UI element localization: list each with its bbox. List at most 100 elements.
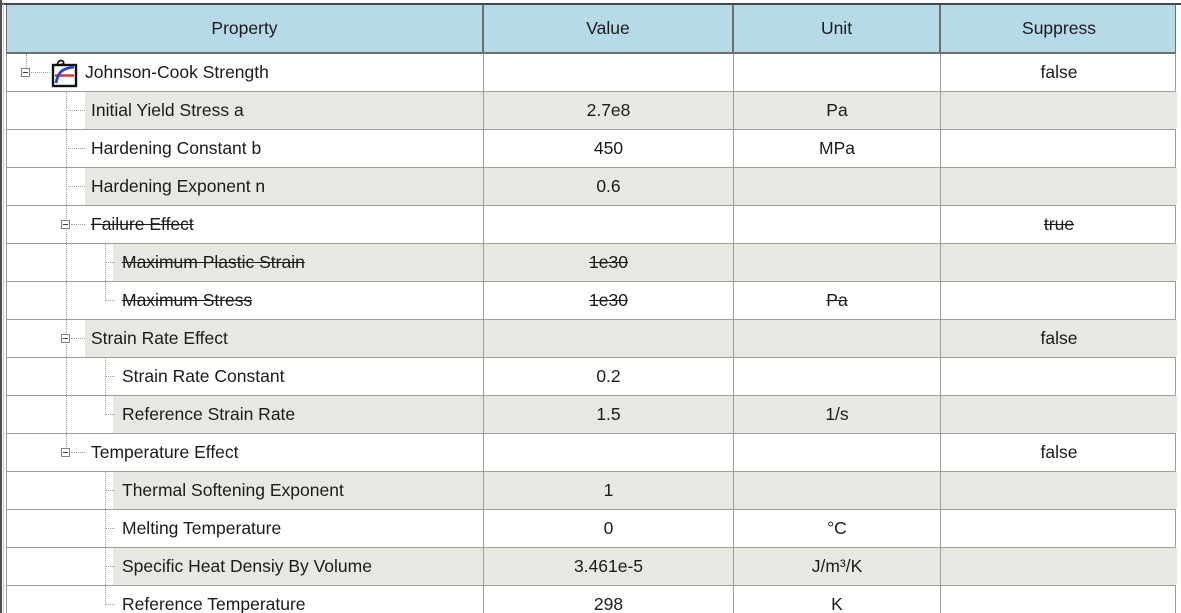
- suppress-cell[interactable]: [941, 510, 1177, 547]
- value-column-header: Value: [484, 5, 734, 52]
- unit-cell[interactable]: [734, 206, 941, 243]
- unit-cell[interactable]: [734, 320, 941, 357]
- suppress-cell[interactable]: false: [941, 54, 1177, 91]
- value-cell[interactable]: 1e30: [484, 244, 734, 281]
- table-row[interactable]: Strain Rate Effect false: [6, 320, 1177, 358]
- property-cell[interactable]: Temperature Effect: [7, 434, 484, 471]
- property-label: Maximum Stress: [122, 290, 253, 310]
- table-row[interactable]: Johnson-Cook Strength false: [6, 54, 1176, 92]
- suppress-cell[interactable]: [941, 92, 1177, 129]
- unit-cell[interactable]: Pa: [734, 282, 941, 319]
- row-shading: [734, 548, 940, 585]
- property-cell[interactable]: Hardening Exponent n: [7, 168, 484, 205]
- unit-cell[interactable]: [734, 244, 941, 281]
- property-label: Temperature Effect: [91, 442, 239, 462]
- suppress-cell[interactable]: [941, 244, 1177, 281]
- unit-cell[interactable]: Pa: [734, 92, 941, 129]
- property-cell[interactable]: Initial Yield Stress a: [7, 92, 484, 129]
- tree-line: [105, 396, 106, 415]
- unit-cell[interactable]: [734, 168, 941, 205]
- suppress-cell[interactable]: false: [941, 434, 1177, 471]
- property-cell[interactable]: Maximum Plastic Strain: [7, 244, 484, 281]
- unit-cell[interactable]: [734, 358, 941, 395]
- value-cell[interactable]: 450: [484, 130, 734, 167]
- table-row[interactable]: Reference Temperature 298 K: [6, 586, 1176, 613]
- property-cell[interactable]: Hardening Constant b: [7, 130, 484, 167]
- table-row[interactable]: Melting Temperature 0 °C: [6, 510, 1176, 548]
- tree-expander[interactable]: [21, 68, 30, 77]
- property-cell[interactable]: Specific Heat Densiy By Volume: [7, 548, 484, 585]
- table-row[interactable]: Strain Rate Constant 0.2: [6, 358, 1176, 396]
- value-cell[interactable]: [484, 206, 734, 243]
- unit-cell[interactable]: °C: [734, 510, 941, 547]
- suppress-cell[interactable]: [941, 548, 1177, 585]
- suppress-cell[interactable]: [941, 472, 1177, 509]
- table-row[interactable]: Reference Strain Rate 1.5 1/s: [6, 396, 1177, 434]
- unit-cell[interactable]: [734, 434, 941, 471]
- row-shading: [113, 548, 483, 585]
- property-cell[interactable]: Johnson-Cook Strength: [7, 54, 484, 91]
- value-cell[interactable]: 298: [484, 586, 734, 613]
- unit-cell[interactable]: J/m³/K: [734, 548, 941, 585]
- table-row[interactable]: Maximum Plastic Strain 1e30: [6, 244, 1177, 282]
- value-cell[interactable]: 0: [484, 510, 734, 547]
- property-cell[interactable]: Reference Strain Rate: [7, 396, 484, 433]
- table-row[interactable]: Failure Effect true: [6, 206, 1176, 244]
- value-cell[interactable]: 0.6: [484, 168, 734, 205]
- unit-cell[interactable]: K: [734, 586, 941, 613]
- property-cell[interactable]: Reference Temperature: [7, 586, 484, 613]
- unit-cell[interactable]: [734, 54, 941, 91]
- suppress-cell[interactable]: false: [941, 320, 1177, 357]
- value-cell[interactable]: 1.5: [484, 396, 734, 433]
- value-cell[interactable]: 3.461e-5: [484, 548, 734, 585]
- value-cell[interactable]: 1e30: [484, 282, 734, 319]
- table-row[interactable]: Maximum Stress 1e30 Pa: [6, 282, 1176, 320]
- table-row[interactable]: Initial Yield Stress a 2.7e8 Pa: [6, 92, 1177, 130]
- unit-cell-text: °C: [827, 518, 847, 538]
- row-shading: [113, 396, 483, 433]
- tree-expander[interactable]: [61, 334, 70, 343]
- unit-cell[interactable]: MPa: [734, 130, 941, 167]
- value-cell[interactable]: [484, 434, 734, 471]
- suppress-cell[interactable]: [941, 586, 1177, 613]
- table-row[interactable]: Hardening Constant b 450 MPa: [6, 130, 1176, 168]
- suppress-cell-text: false: [1040, 328, 1078, 348]
- value-cell-text: 298: [593, 594, 624, 613]
- suppress-cell[interactable]: [941, 130, 1177, 167]
- table-row[interactable]: Temperature Effect false: [6, 434, 1176, 472]
- value-cell[interactable]: 0.2: [484, 358, 734, 395]
- tree-line: [105, 262, 115, 263]
- pane-top-border: [0, 0, 1181, 5]
- suppress-cell[interactable]: [941, 282, 1177, 319]
- property-cell[interactable]: Melting Temperature: [7, 510, 484, 547]
- value-cell[interactable]: 2.7e8: [484, 92, 734, 129]
- unit-cell[interactable]: 1/s: [734, 396, 941, 433]
- value-cell[interactable]: [484, 54, 734, 91]
- property-label: Johnson-Cook Strength: [85, 62, 269, 82]
- property-label: Initial Yield Stress a: [91, 100, 244, 120]
- suppress-cell[interactable]: [941, 168, 1177, 205]
- value-cell-text: 0: [603, 518, 614, 538]
- value-cell-text: 1e30: [589, 252, 628, 272]
- value-cell[interactable]: [484, 320, 734, 357]
- property-cell[interactable]: Strain Rate Effect: [7, 320, 484, 357]
- row-shading: [734, 396, 940, 433]
- table-row[interactable]: Hardening Exponent n 0.6: [6, 168, 1177, 206]
- property-label: Hardening Exponent n: [91, 176, 266, 196]
- table-row[interactable]: Specific Heat Densiy By Volume 3.461e-5 J/…: [6, 548, 1177, 586]
- suppress-cell[interactable]: [941, 396, 1177, 433]
- unit-cell-text: MPa: [819, 138, 855, 158]
- property-cell[interactable]: Maximum Stress: [7, 282, 484, 319]
- unit-cell-text: Pa: [826, 290, 848, 310]
- table-row[interactable]: Thermal Softening Exponent 1: [6, 472, 1177, 510]
- value-cell[interactable]: 1: [484, 472, 734, 509]
- property-cell[interactable]: Thermal Softening Exponent: [7, 472, 484, 509]
- suppress-cell[interactable]: true: [941, 206, 1177, 243]
- property-cell[interactable]: Failure Effect: [7, 206, 484, 243]
- property-cell[interactable]: Strain Rate Constant: [7, 358, 484, 395]
- tree-expander[interactable]: [61, 220, 70, 229]
- suppress-cell[interactable]: [941, 358, 1177, 395]
- unit-column-header: Unit: [734, 5, 941, 52]
- unit-cell[interactable]: [734, 472, 941, 509]
- tree-expander[interactable]: [61, 448, 70, 457]
